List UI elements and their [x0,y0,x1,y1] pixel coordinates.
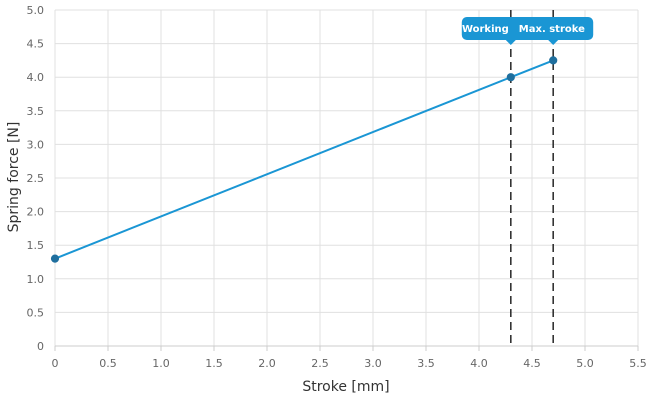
y-tick-label: 1.0 [27,273,45,286]
data-point [549,56,558,65]
y-tick-label: 3.5 [27,105,45,118]
y-tick-label: 4.0 [27,71,45,84]
x-tick-label: 3.0 [364,357,382,370]
x-tick-label: 5.5 [629,357,647,370]
axes: 0 0.5 1.0 1.5 2.0 2.5 3.0 3.5 4.0 4.5 5.0 5.5 0 0.5 1.… [27,4,647,370]
y-tick-label: 2.0 [27,206,45,219]
x-axis-title: Stroke [mm] [302,379,389,395]
callout-pointer [548,40,559,45]
x-tick-label: 0 [52,357,59,370]
x-tick-label: 1.5 [205,357,223,370]
x-tick-label: 3.5 [417,357,435,370]
marker-callout-box [461,17,594,40]
x-tick-label: 2.5 [311,357,329,370]
x-tick-label: 5.0 [576,357,594,370]
x-tick-label: 0.5 [99,357,117,370]
marker-label: Working [462,24,509,35]
y-tick-label: 4.5 [27,38,45,51]
marker-label: Max. stroke [519,24,585,35]
y-tick-label: 0 [37,340,44,353]
x-tick-label: 2.0 [258,357,276,370]
marker-callout: Working Max. stroke [461,17,594,45]
y-tick-label: 5.0 [27,4,45,17]
reference-markers [509,10,555,346]
data-series [50,56,558,263]
y-tick-label: 0.5 [27,306,45,319]
x-tick-label: 1.0 [152,357,170,370]
y-tick-label: 1.5 [27,239,45,252]
series-line [54,59,554,260]
y-axis-title: Spring force [N] [6,122,22,233]
data-point [506,73,515,82]
x-tick-label: 4.0 [470,357,488,370]
y-tick-label: 3.0 [27,138,45,151]
data-point [50,254,60,263]
x-tick-label: 4.5 [523,357,541,370]
callout-pointer [505,40,516,45]
y-tick-label: 2.5 [27,172,45,185]
